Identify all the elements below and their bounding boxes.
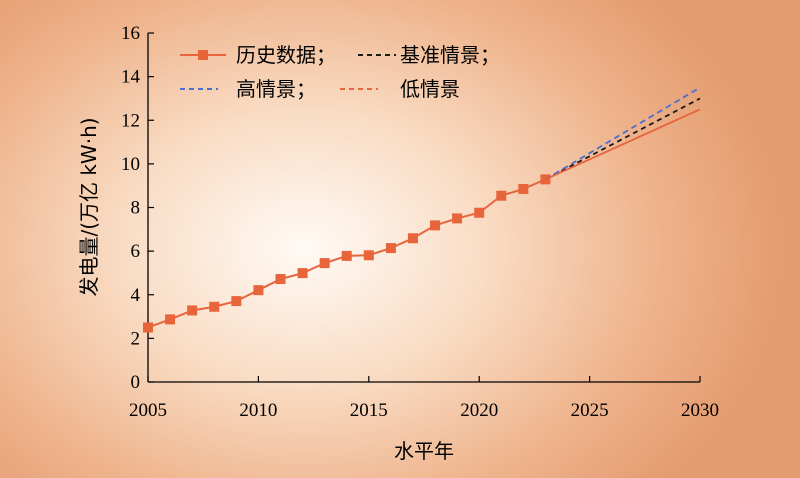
series-line-3 (545, 108, 701, 181)
series-line-2 (544, 86, 701, 181)
data-point (165, 314, 176, 325)
x-tick-label: 2025 (571, 400, 609, 421)
y-tick-label: 10 (121, 154, 140, 175)
legend-label: 高情景； (236, 77, 316, 101)
data-point (275, 274, 286, 285)
x-axis-title: 水平年 (394, 439, 454, 463)
data-point (297, 268, 308, 279)
series-line-1 (545, 97, 701, 181)
y-tick-label: 8 (131, 198, 141, 219)
data-point (363, 250, 374, 261)
x-tick-label: 2030 (681, 400, 719, 421)
legend: 历史数据； 基准情景； 高情景； 低情景 (180, 43, 500, 101)
data-point (319, 258, 330, 269)
data-point (209, 301, 220, 312)
data-point (385, 243, 396, 254)
data-point (430, 220, 441, 231)
legend-label: 基准情景； (400, 43, 500, 67)
data-point (407, 233, 418, 244)
y-tick-label: 2 (131, 328, 141, 349)
data-point (496, 190, 507, 201)
y-axis-title: 发电量/(万亿 kW·h) (77, 117, 101, 296)
y-tick-label: 14 (121, 67, 141, 88)
data-point (187, 305, 198, 316)
data-point (253, 285, 264, 296)
axes: 0 2 4 6 8 10 12 14 16 2005 2010 2015 2020 2025 2030 (121, 23, 719, 421)
y-tick-label: 6 (131, 241, 141, 262)
x-tick-label: 2010 (239, 400, 277, 421)
legend-marker (198, 50, 208, 60)
data-point (518, 183, 529, 194)
series-layer (143, 86, 701, 333)
x-tick-label: 2005 (129, 400, 167, 421)
y-tick-label: 0 (131, 372, 141, 393)
data-point (143, 322, 153, 333)
x-tick-label: 2015 (350, 400, 388, 421)
y-tick-label: 12 (121, 110, 140, 131)
data-point (474, 207, 485, 218)
y-tick-label: 16 (121, 23, 140, 44)
legend-label: 历史数据； (236, 43, 336, 67)
data-point (231, 296, 242, 307)
data-point (452, 213, 463, 224)
legend-label: 低情景 (400, 77, 460, 101)
x-tick-label: 2020 (460, 400, 498, 421)
data-point (341, 250, 352, 261)
y-tick-label: 4 (131, 285, 141, 306)
